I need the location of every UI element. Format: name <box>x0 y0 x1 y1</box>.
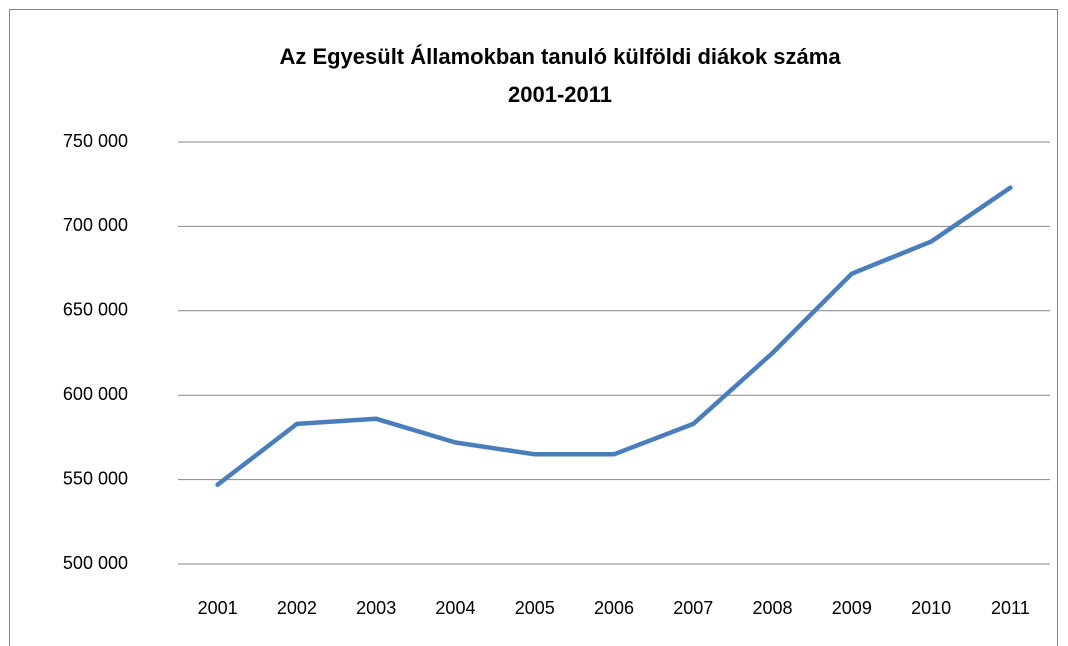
x-tick-label: 2002 <box>277 598 317 618</box>
x-tick-label: 2009 <box>832 598 872 618</box>
x-tick-label: 2008 <box>753 598 793 618</box>
x-tick-label: 2007 <box>673 598 713 618</box>
y-tick-label: 600 000 <box>63 384 128 404</box>
y-tick-label: 650 000 <box>63 300 128 320</box>
x-tick-label: 2003 <box>356 598 396 618</box>
x-tick-label: 2004 <box>435 598 475 618</box>
x-tick-label: 2010 <box>911 598 951 618</box>
data-line <box>215 185 1013 487</box>
y-tick-label: 700 000 <box>63 215 128 235</box>
x-tick-label: 2005 <box>515 598 555 618</box>
y-tick-label: 500 000 <box>63 553 128 573</box>
y-tick-label: 550 000 <box>63 468 128 488</box>
chart-title: Az Egyesült Államokban tanuló külföldi d… <box>279 44 841 69</box>
x-tick-label: 2001 <box>198 598 238 618</box>
x-tick-label: 2006 <box>594 598 634 618</box>
x-tick-label: 2011 <box>991 598 1030 618</box>
chart-frame <box>9 9 1058 646</box>
chart-title: 2001-2011 <box>508 82 612 107</box>
y-tick-label: 750 000 <box>63 131 128 151</box>
